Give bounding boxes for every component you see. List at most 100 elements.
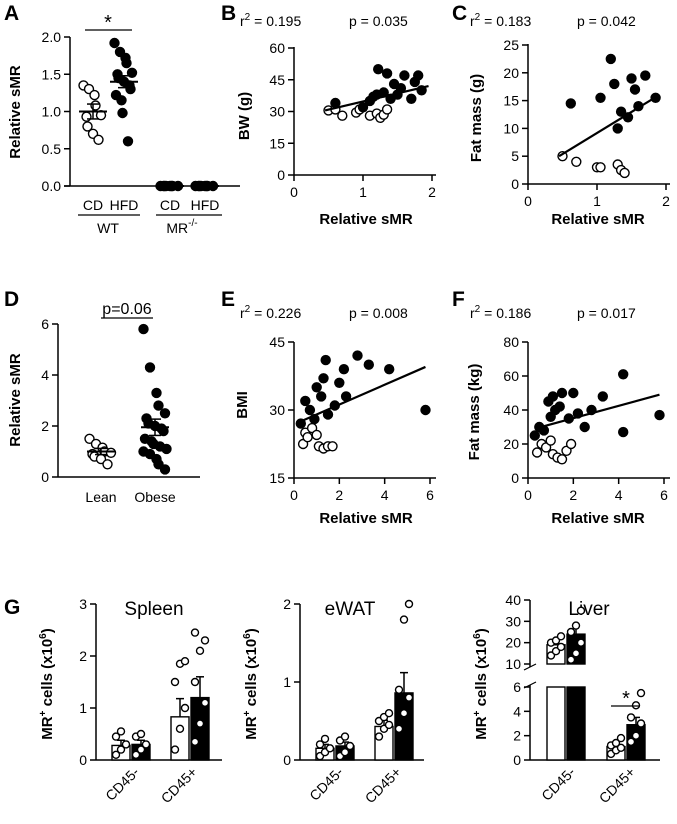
data-point-open	[200, 636, 210, 645]
data-point-open	[374, 732, 384, 741]
y-tick-label: 0.0	[42, 178, 62, 194]
r-squared: r2 = 0.195	[240, 12, 301, 29]
y-axis-title: Relative sMR	[7, 65, 24, 159]
data-point-filled	[420, 404, 431, 416]
data-point-filled	[161, 443, 172, 455]
y-tick-label: 40	[505, 592, 521, 608]
data-point-filled	[300, 395, 311, 407]
y-tick-label: 4	[41, 367, 49, 383]
y-tick-label: 30	[505, 613, 521, 629]
data-point-open	[345, 741, 355, 751]
p-value: p = 0.042	[577, 13, 636, 29]
data-point-filled	[615, 106, 627, 117]
y-tick-label: 0	[283, 752, 291, 768]
subplot-title: Liver	[568, 599, 610, 620]
significance-star: *	[104, 12, 112, 34]
data-point-open	[381, 104, 393, 115]
data-point-open	[616, 733, 626, 743]
y-tick-label: 20	[503, 65, 519, 81]
data-point-open	[631, 731, 641, 740]
data-point-filled	[151, 387, 162, 399]
bar	[190, 696, 210, 761]
y-tick-label: 60	[503, 368, 519, 384]
data-point-open	[195, 646, 205, 655]
data-point-filled	[547, 391, 559, 402]
data-point-open	[531, 447, 543, 458]
y-axis-title: Fat mass (kg)	[466, 364, 483, 461]
panel-label-f: F	[452, 288, 465, 311]
y-tick-label: 1.5	[42, 66, 62, 82]
y-tick-label: 15	[503, 93, 519, 109]
data-point-filled	[116, 95, 127, 106]
x-tick-label: CD	[160, 197, 180, 213]
data-point-filled	[304, 404, 316, 416]
x-axis-title: Relative sMR	[319, 211, 413, 228]
y-tick-label: 20	[505, 635, 521, 651]
data-point-filled	[381, 68, 393, 79]
data-point-filled	[334, 377, 345, 388]
p-value: p = 0.008	[349, 305, 408, 321]
regression-line	[324, 85, 429, 112]
data-point-open	[571, 649, 581, 658]
y-tick-label: 80	[503, 334, 519, 350]
x-tick-label: 4	[615, 487, 623, 503]
data-point-filled	[629, 84, 641, 95]
data-point-open	[545, 435, 556, 446]
x-tick-label: CD45-	[102, 764, 142, 804]
y-tick-label: 1	[79, 700, 87, 716]
data-point-open	[636, 688, 646, 698]
x-tick-label: 1	[359, 184, 367, 200]
x-tick-label: HFD	[110, 197, 139, 213]
data-point-filled	[406, 93, 417, 105]
y-tick-label: 2	[283, 596, 291, 612]
y-axis-title: BW (g)	[236, 92, 253, 140]
data-point-filled	[556, 387, 568, 399]
y-tick-label: 0	[511, 176, 519, 192]
y-tick-label: 30	[269, 104, 285, 120]
regression-line	[300, 365, 426, 423]
data-point-open	[565, 438, 577, 450]
x-tick-label: 0	[524, 193, 532, 209]
data-point-open	[111, 750, 121, 759]
x-tick-label: CD	[83, 197, 103, 213]
data-point-filled	[579, 421, 590, 433]
y-tick-label: 0.5	[42, 141, 62, 157]
data-point-filled	[159, 464, 171, 475]
y-tick-label: 45	[269, 334, 285, 350]
y-tick-label: 10	[505, 656, 521, 672]
data-point-open	[394, 724, 404, 733]
x-tick-label: CD45-	[538, 764, 578, 804]
regression-line	[534, 393, 660, 430]
r-squared: r2 = 0.186	[470, 304, 531, 321]
x-axis-title: Relative sMR	[551, 211, 645, 228]
x-tick-label: 6	[660, 487, 668, 503]
data-point-open	[404, 693, 414, 702]
x-tick-label: 4	[381, 487, 389, 503]
y-axis-title: BMI	[234, 391, 251, 419]
data-point-filled	[618, 426, 629, 438]
r-squared: r2 = 0.183	[470, 12, 531, 29]
subplot-title: eWAT	[325, 599, 376, 620]
data-point-open	[89, 89, 100, 101]
data-point-filled	[413, 70, 424, 81]
data-point-filled	[121, 57, 132, 69]
data-point-filled	[595, 92, 606, 104]
data-point-open	[141, 740, 151, 749]
bar-lower-segment	[566, 686, 586, 761]
data-point-open	[121, 740, 131, 749]
x-tick-label: 6	[426, 487, 434, 503]
data-point-open	[616, 743, 626, 752]
panel-g: G Spleen MR+ cells (x106) 0 1 2 3 CD45- CD4…	[4, 592, 660, 806]
y-tick-label: 0	[277, 167, 285, 183]
data-point-filled	[399, 70, 410, 81]
data-point-open	[116, 745, 126, 754]
y-tick-label: 6	[513, 679, 521, 695]
y-tick-label: 40	[503, 402, 519, 418]
y-tick-label: 2	[79, 648, 87, 664]
y-tick-label: 2	[513, 728, 521, 744]
y-tick-label: 5	[511, 148, 519, 164]
y-tick-label: 20	[503, 436, 519, 452]
y-tick-label: 15	[269, 135, 285, 151]
subplot-title: Spleen	[124, 599, 183, 620]
